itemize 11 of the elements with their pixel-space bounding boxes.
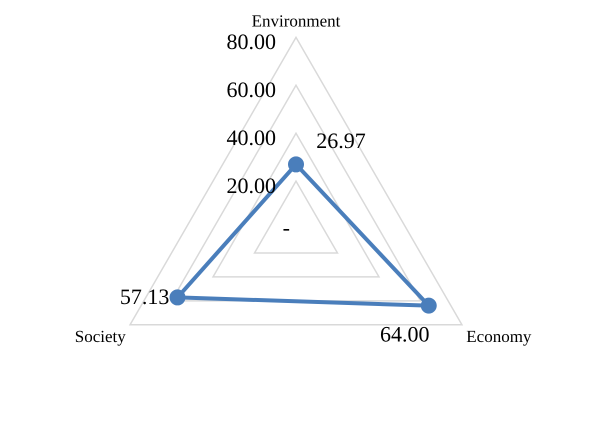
spoke-label: Economy [466,326,532,346]
y-tick-label: 80.00 [226,29,276,54]
y-tick-label: 40.00 [226,124,276,150]
data-label: 64.00 [380,321,430,346]
data-label: 57.13 [120,284,170,310]
data-label: 26.97 [316,128,366,154]
y-tick-label: 60.00 [226,77,276,102]
spoke-label: Environment [252,12,341,31]
y-tick-label: - [282,214,290,240]
spoke-label: Society [74,326,126,346]
y-tick-label: 20.00 [226,172,276,198]
